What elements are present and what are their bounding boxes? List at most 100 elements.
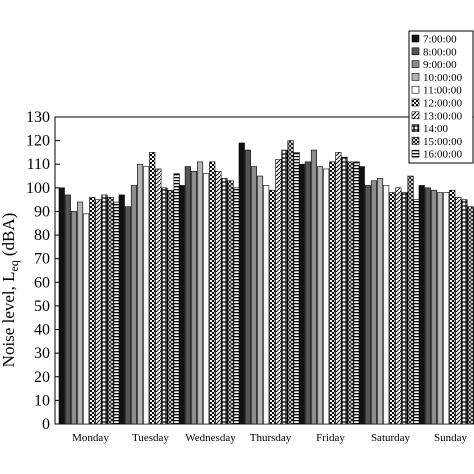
bar [335,152,342,425]
y-tick-label: 90 [34,203,50,220]
legend-box [408,30,474,164]
bar [401,192,408,425]
bar [358,166,365,425]
y-tick-label: 60 [34,274,50,291]
bar [238,142,245,425]
x-tick-label: Wednesday [185,432,236,444]
y-tick-label: 110 [27,156,50,173]
legend-swatch [411,137,420,145]
legend-label: 15:00:00 [423,136,463,148]
y-axis-label-main: Noise level, L [0,271,18,367]
axes: 0 10 20 30 40 50 60 70 80 90 100 110 120 130 Monday Tue… [26,109,474,444]
bar [275,159,282,425]
bar [209,161,216,425]
y-tick-label: 80 [34,227,50,244]
bar [364,185,371,425]
bar [197,161,204,425]
bar [227,180,234,425]
bar [167,189,174,425]
legend-swatch [411,34,420,43]
bar [130,185,137,425]
bar [184,166,191,425]
bar [281,149,288,425]
bar [178,185,185,425]
y-tick-label: 30 [34,345,50,362]
bar [329,161,336,425]
bar [323,168,330,425]
legend-label: 14:00 [423,123,449,135]
y-tick-label: 130 [26,109,50,126]
bar [316,166,324,425]
bar [143,166,150,425]
bar [293,152,300,425]
y-tick-label: 50 [34,298,50,315]
x-tick-label: Monday [72,432,109,444]
x-tick-label: Saturday [371,432,411,444]
y-axis-label: Noise level, Leq (dBA) [0,213,21,368]
bar [263,185,270,425]
y-axis-label-unit: (dBA) [0,213,18,256]
bar [389,192,396,425]
bar [155,168,162,425]
legend-label: 16:00:00 [423,149,463,161]
legend-label: 12:00:00 [423,98,463,110]
bar [455,196,462,425]
legend-label: 7:00:00 [423,34,457,46]
legend: 7:00:008:00:009:00:0010:00:0011:00:0012:… [408,30,474,164]
legend-swatch [411,73,420,81]
y-tick-label: 70 [34,251,50,268]
y-axis-label-subscript: eq [7,260,21,271]
bar [310,149,318,425]
bar [256,175,264,425]
x-tick-label: Sunday [434,432,468,444]
y-tick-label: 100 [26,180,50,197]
y-tick-label: 0 [42,416,50,433]
bar [77,201,84,425]
bar [287,140,294,425]
bar [233,187,240,425]
legend-swatch [411,124,420,132]
bar [383,185,390,425]
bar [95,199,102,425]
bar [353,161,360,425]
bar [244,149,251,425]
legend-label: 8:00:00 [423,46,457,58]
bar [269,189,276,425]
legend-label: 10:00:00 [423,72,463,84]
bar [221,178,228,425]
legend-swatch [411,98,420,107]
x-tick-label: Friday [316,432,345,444]
bar [341,156,348,425]
bar [467,206,474,425]
bar [64,194,71,425]
bar [107,196,114,425]
bar [83,213,90,425]
bar [58,187,65,425]
bar [137,163,144,425]
y-tick-label: 120 [26,133,50,150]
legend-swatch [411,47,420,56]
bar [413,199,420,425]
bar [161,187,168,425]
legend-label: 9:00:00 [423,59,457,71]
bar [89,196,96,425]
legend-swatch [411,60,420,68]
bar [443,192,450,425]
legend-swatch [411,85,420,94]
bar [436,192,444,425]
bar [215,171,222,425]
bar [101,194,108,425]
bars [58,140,474,425]
bar [370,180,378,425]
bar [118,194,125,425]
y-tick-label: 10 [34,392,50,409]
bar [124,206,131,425]
bar [424,187,431,425]
bar [298,163,305,425]
bar [304,161,311,425]
bar [418,185,425,425]
bar [173,173,180,425]
bar [250,166,257,425]
bar [395,187,402,425]
bar [113,201,120,425]
